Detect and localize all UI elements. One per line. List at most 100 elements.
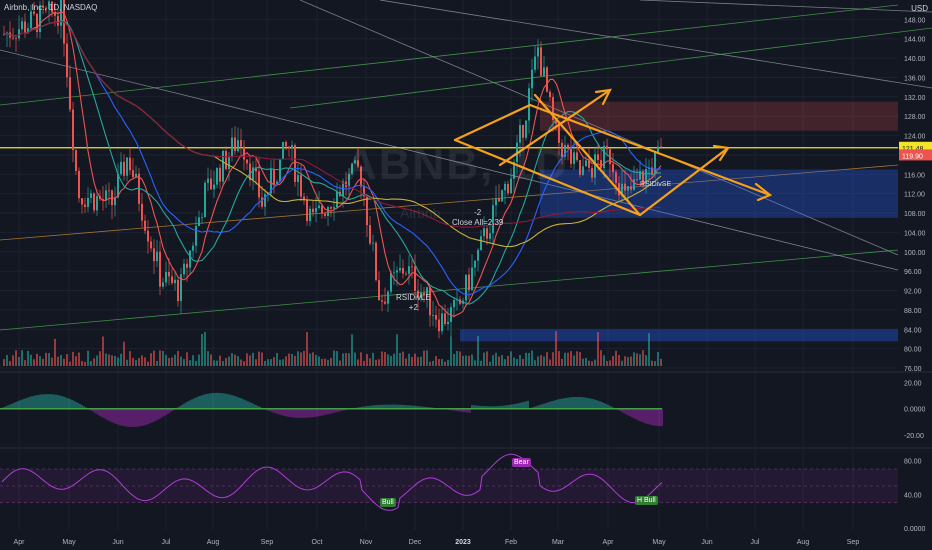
rsi-y-tick: 80.00 (904, 459, 922, 466)
volume-bar (252, 352, 254, 366)
x-tick-label: Apr (14, 539, 26, 546)
candle (423, 292, 425, 296)
volume-bar (24, 360, 26, 366)
candle (153, 248, 155, 262)
ma-maroon (3, 20, 662, 228)
candle (651, 167, 653, 174)
volume-bar (594, 359, 596, 366)
candle (378, 280, 380, 301)
candle (531, 69, 533, 89)
candle (504, 183, 506, 191)
volume-bar (96, 355, 98, 366)
candle (132, 170, 134, 177)
volume-bar (516, 358, 518, 366)
candle (438, 319, 440, 332)
candle (294, 145, 296, 182)
candle (285, 141, 287, 147)
volume-bar (624, 356, 626, 366)
volume-bar (471, 354, 473, 366)
candle (159, 251, 161, 287)
candle (594, 154, 596, 178)
volume-bar (309, 353, 311, 366)
volume-bar (75, 356, 77, 366)
candle (141, 203, 143, 221)
volume-bar (351, 334, 353, 366)
volume-bar (6, 354, 8, 366)
candle (591, 167, 593, 178)
volume-bar (384, 352, 386, 366)
volume-bar (195, 360, 197, 366)
candle (12, 37, 14, 39)
trendline (299, 0, 899, 256)
volume-bar (465, 355, 467, 366)
ticker-watermark: ABNB, 1D (345, 140, 569, 189)
candle (207, 178, 209, 183)
volume-bar (261, 352, 263, 366)
candle (393, 272, 395, 274)
volume-bar (327, 359, 329, 366)
candle (3, 33, 5, 35)
candle (228, 156, 230, 170)
x-tick-label: Jul (751, 539, 760, 546)
volume-bar (204, 331, 206, 366)
candle (552, 97, 554, 121)
volume-bar (210, 354, 212, 366)
volume-bar (15, 350, 17, 366)
candle (612, 164, 614, 173)
volume-bar (243, 361, 245, 366)
volume-bar (21, 350, 23, 366)
candle (291, 145, 293, 149)
volume-bar (39, 356, 41, 366)
candle (444, 313, 446, 324)
volume-bar (429, 361, 431, 366)
volume-bar (480, 360, 482, 366)
candle (309, 208, 311, 222)
volume-bar (393, 353, 395, 366)
volume-bar (585, 357, 587, 366)
candle (381, 300, 383, 302)
volume-bar (159, 350, 161, 366)
y-tick-label: 92.00 (904, 289, 922, 296)
rsi-line (1, 453, 663, 511)
symbol-header: Airbnb, Inc., 1D, NASDAQ (4, 3, 98, 12)
candle (351, 163, 353, 174)
volume-bar (507, 355, 509, 366)
candle (300, 175, 302, 197)
candle (507, 183, 509, 194)
candle (426, 287, 428, 296)
candle (42, 5, 44, 8)
candle (519, 125, 521, 143)
candle (492, 205, 494, 234)
candle (354, 160, 356, 164)
candle (171, 276, 173, 284)
volume-bar (33, 359, 35, 366)
volume-bar (264, 360, 266, 366)
volume-bar (255, 359, 257, 366)
volume-bar (657, 352, 659, 366)
volume-bar (537, 356, 539, 366)
candle (117, 174, 119, 198)
volume-bar (525, 352, 527, 366)
macd-y-tick: 0.0000 (904, 407, 926, 414)
candle (81, 198, 83, 205)
candle (396, 270, 398, 273)
volume-bar (93, 358, 95, 366)
volume-bars (3, 331, 662, 366)
candle (243, 146, 245, 160)
volume-bar (138, 358, 140, 366)
candle (495, 198, 497, 206)
x-tick-label: Aug (797, 539, 810, 546)
candle (66, 43, 68, 78)
volume-bar (609, 360, 611, 366)
volume-bar (36, 353, 38, 366)
volume-bar (171, 357, 173, 366)
volume-bar (282, 359, 284, 366)
y-tick-label: 112.00 (904, 192, 925, 199)
candle (501, 190, 503, 202)
candle (222, 150, 224, 182)
y-tick-label: 116.00 (904, 172, 925, 179)
candle (573, 152, 575, 164)
volume-bar (237, 356, 239, 366)
volume-bar (504, 359, 506, 366)
